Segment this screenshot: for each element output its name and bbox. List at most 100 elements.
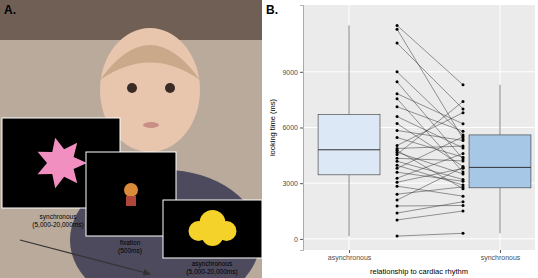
pair-point bbox=[396, 24, 399, 27]
pair-point bbox=[462, 180, 465, 183]
grid-line-x bbox=[499, 5, 500, 250]
pair-point bbox=[396, 92, 399, 95]
pair-point bbox=[396, 28, 399, 31]
pair-line bbox=[397, 211, 463, 220]
pair-line bbox=[397, 99, 463, 172]
pair-point bbox=[396, 177, 399, 180]
pair-point bbox=[396, 42, 399, 45]
pair-point bbox=[462, 100, 465, 103]
y-axis-line bbox=[300, 6, 304, 251]
pair-point bbox=[396, 199, 399, 202]
whisker-low bbox=[349, 175, 350, 236]
timeline-arrow bbox=[20, 240, 150, 274]
pair-line bbox=[397, 187, 463, 194]
pair-point bbox=[396, 70, 399, 73]
pair-line bbox=[397, 202, 463, 213]
pair-line bbox=[397, 113, 463, 146]
screen-duration: (500ms) bbox=[118, 247, 142, 255]
pair-point bbox=[462, 195, 465, 198]
pair-line bbox=[397, 233, 463, 236]
pair-line bbox=[397, 72, 463, 135]
x-tick-label: asynchronous bbox=[328, 254, 372, 262]
pair-point bbox=[396, 205, 399, 208]
pair-point bbox=[396, 136, 399, 139]
y-tick-mark bbox=[300, 128, 303, 129]
y-tick: 0 bbox=[294, 236, 303, 243]
y-tick-label: 3000 bbox=[282, 180, 298, 187]
y-tick-mark bbox=[300, 239, 303, 240]
pair-point bbox=[396, 144, 399, 147]
pair-line bbox=[397, 102, 463, 155]
y-tick: 3000 bbox=[282, 180, 303, 187]
pair-point bbox=[396, 167, 399, 170]
pair-point bbox=[462, 159, 465, 162]
pair-point bbox=[462, 156, 465, 159]
y-tick-label: 0 bbox=[294, 236, 298, 243]
pair-point bbox=[462, 145, 465, 148]
pair-line bbox=[397, 130, 463, 140]
plot-background bbox=[303, 5, 535, 250]
y-tick-mark bbox=[300, 183, 303, 184]
pair-point bbox=[462, 130, 465, 133]
pair-line bbox=[397, 43, 463, 109]
pair-point bbox=[462, 139, 465, 142]
pair-point bbox=[462, 165, 465, 168]
pair-point bbox=[396, 157, 399, 160]
pair-point bbox=[396, 115, 399, 118]
x-axis-title: relationship to cardiac rhythm bbox=[370, 267, 468, 276]
pair-point bbox=[462, 135, 465, 138]
pair-line bbox=[397, 167, 463, 200]
photo-eye bbox=[127, 83, 137, 93]
x-tick-label: synchronous bbox=[481, 254, 521, 262]
pair-point bbox=[462, 83, 465, 86]
pair-line bbox=[397, 168, 463, 182]
y-tick: 6000 bbox=[282, 124, 303, 131]
pair-line bbox=[397, 158, 463, 161]
pair-point bbox=[462, 111, 465, 114]
pair-line bbox=[397, 205, 463, 207]
figure: A. synchronous (5,000-20,000ms) fixation(50… bbox=[0, 0, 538, 278]
pair-line bbox=[397, 82, 463, 159]
box bbox=[318, 115, 380, 175]
pair-line bbox=[397, 94, 463, 124]
pair-point bbox=[462, 167, 465, 170]
pair-point bbox=[396, 171, 399, 174]
photo-mouth bbox=[143, 122, 159, 128]
pair-point bbox=[396, 181, 399, 184]
whisker-high bbox=[349, 25, 350, 114]
screen-caption: fixation bbox=[120, 239, 141, 246]
pair-point bbox=[396, 235, 399, 238]
pair-point bbox=[396, 212, 399, 215]
pair-point bbox=[462, 107, 465, 110]
screen-duration: (5,000-20,000ms) bbox=[186, 268, 237, 276]
y-axis: 0 3000 6000 9000 bbox=[282, 6, 303, 251]
pair-point bbox=[462, 210, 465, 213]
y-tick-label: 9000 bbox=[282, 69, 298, 76]
panel-label: A. bbox=[4, 3, 16, 17]
pair-point bbox=[396, 193, 399, 196]
pair-point bbox=[396, 160, 399, 163]
pair-point bbox=[396, 97, 399, 100]
panel-label: B. bbox=[266, 3, 278, 17]
y-tick: 9000 bbox=[282, 69, 303, 76]
pair-point bbox=[396, 80, 399, 83]
panel-b: B. 0 3000 6000 9000 asynchronous synchronous re… bbox=[266, 3, 535, 276]
x-tick-mark bbox=[349, 250, 350, 253]
y-tick-label: 6000 bbox=[282, 124, 298, 131]
x-tick: asynchronous bbox=[328, 250, 372, 262]
pair-line bbox=[397, 124, 463, 167]
photo-eye bbox=[165, 83, 175, 93]
fixation-figure bbox=[126, 196, 136, 206]
x-tick: synchronous bbox=[481, 250, 521, 262]
box bbox=[469, 135, 531, 188]
marks bbox=[318, 24, 531, 238]
pair-point bbox=[462, 185, 465, 188]
pair-point bbox=[396, 153, 399, 156]
pair-point bbox=[462, 200, 465, 203]
x-tick-mark bbox=[500, 250, 501, 253]
fixation-figure bbox=[124, 183, 138, 197]
whisker-high bbox=[499, 85, 500, 135]
screen-frame bbox=[163, 200, 262, 258]
photo-background bbox=[0, 0, 262, 278]
pair-line bbox=[397, 117, 463, 148]
